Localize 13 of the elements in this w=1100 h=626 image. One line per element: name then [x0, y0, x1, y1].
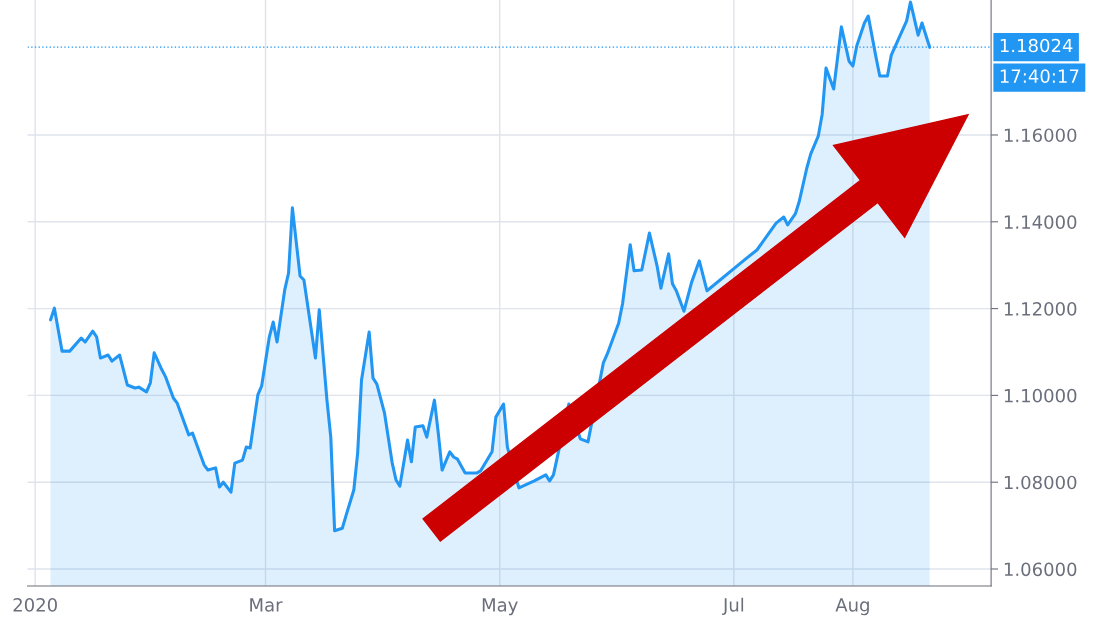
y-tick-label: 1.12000 — [1004, 302, 1077, 316]
text: 17:40:17 — [1000, 69, 1079, 83]
x-tick-label: 2020 — [13, 598, 57, 612]
x-tick-label: May — [482, 598, 518, 616]
y-tick-label: 1.06000 — [1004, 562, 1077, 577]
ref-line-label: 1.18024 — [1000, 38, 1073, 53]
y-tick-label: 1.14000 — [1004, 215, 1077, 229]
y-tick-label: 1.10000 — [1004, 388, 1077, 403]
x-tick-label: Aug — [835, 598, 869, 616]
x-tick-label: Jul — [722, 597, 744, 616]
y-tick-label: 1.16000 — [1004, 128, 1077, 143]
x-tick-label: Mar — [250, 598, 283, 612]
y-tick-label: 1.08000 — [1004, 475, 1077, 490]
